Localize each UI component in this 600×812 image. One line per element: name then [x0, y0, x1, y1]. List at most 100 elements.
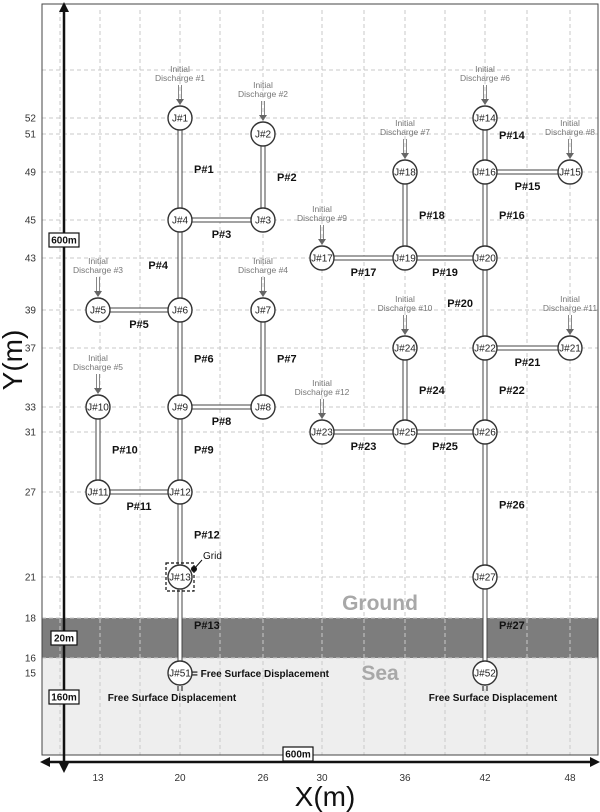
pipe-p22: P#22 — [482, 348, 525, 432]
pipe-body — [322, 256, 405, 260]
y-tick-label: 52 — [25, 114, 37, 125]
junction-label: J#4 — [172, 216, 189, 227]
junction-j8: J#8 — [250, 394, 276, 420]
junction-circle — [167, 297, 193, 323]
pipe-body — [483, 577, 487, 673]
y-tick-label: 31 — [25, 428, 37, 439]
pipe-body — [178, 407, 182, 492]
y-tick-label: 43 — [25, 254, 37, 265]
sea-scale-label-box — [48, 689, 80, 705]
junction-label: J#26 — [474, 428, 496, 439]
junction-circle — [250, 394, 276, 420]
junction-circle — [250, 297, 276, 323]
grid-label: Grid — [203, 551, 222, 562]
sea-zone — [42, 658, 598, 755]
y-axis-arrow-bottom — [59, 763, 69, 773]
y-tick-label: 18 — [25, 614, 37, 625]
junction-label: J#3 — [255, 216, 272, 227]
junction-j5: J#5 — [85, 297, 111, 323]
junction-circle — [85, 479, 111, 505]
x-tick-label: 13 — [92, 773, 104, 784]
discharge-label-line1: Initial — [560, 294, 580, 304]
discharge-arrow-head — [401, 153, 409, 159]
pipe-p16: P#16 — [482, 172, 525, 258]
pipe-label: P#24 — [419, 385, 446, 397]
junction-circle — [472, 660, 498, 686]
pipe-body — [483, 432, 487, 577]
discharge-label-line2: Discharge #11 — [543, 303, 597, 313]
discharge-label-line1: Initial — [560, 118, 580, 128]
fsd-right-label: Free Surface Displacement — [429, 693, 558, 704]
discharge-arrow-head — [259, 291, 267, 297]
discharge-label-line2: Discharge #8 — [545, 127, 595, 137]
pipe-label: P#23 — [351, 441, 377, 453]
y-scale-label: 600m — [51, 236, 77, 247]
pipe-p25: P#25 — [405, 429, 485, 453]
junction-label: J#15 — [559, 168, 581, 179]
x-tick-label: 36 — [399, 773, 411, 784]
junction-circle — [472, 105, 498, 131]
discharge-label-line1: Initial — [312, 204, 332, 214]
discharge-arrow-head — [566, 329, 574, 335]
junction-label: J#10 — [87, 403, 109, 414]
pipe-p4: P#4 — [148, 220, 183, 310]
junction-circle — [392, 335, 418, 361]
x-scale-label-box — [282, 746, 314, 762]
pipe-p3: P#3 — [180, 217, 263, 241]
x-tick-label: 20 — [174, 773, 186, 784]
y-tick-label: 39 — [25, 306, 37, 317]
junction-j7: J#7 — [250, 297, 276, 323]
x-scale-label: 600m — [285, 750, 311, 761]
junction-label: J#9 — [172, 403, 189, 414]
discharge-label-line2: Discharge #4 — [238, 265, 288, 275]
ground-scale-label-box — [50, 630, 78, 646]
pipe-p10: P#10 — [95, 407, 138, 492]
pipe-label: P#20 — [447, 298, 473, 310]
junction-circle — [167, 660, 193, 686]
annotations-layer: Ground Sea Grid = Free Surface Displacement… — [108, 551, 558, 704]
pipe-label: P#5 — [129, 319, 149, 331]
discharge-label-line1: Initial — [312, 378, 332, 388]
junction-j22: J#22 — [472, 335, 498, 361]
pipe-body — [178, 118, 182, 220]
junction-label: J#12 — [169, 488, 191, 499]
junction-circle — [167, 564, 193, 590]
junction-j19: J#19 — [392, 245, 418, 271]
junction-label: J#16 — [474, 168, 496, 179]
y-tick-label: 45 — [25, 216, 37, 227]
discharge-label-line2: Discharge #2 — [238, 89, 288, 99]
junction-circle — [557, 159, 583, 185]
frame-layer: 600m 20m 160m 600m — [40, 2, 600, 773]
junction-circle — [309, 419, 335, 445]
pipe-label: P#21 — [515, 357, 541, 369]
pipe-label: P#12 — [194, 530, 220, 542]
junction-label: J#52 — [474, 669, 496, 680]
junction-label: J#23 — [311, 428, 333, 439]
pipe-label: P#18 — [419, 210, 445, 222]
pipe-body — [405, 430, 485, 434]
junction-circle — [85, 297, 111, 323]
discharge-arrow-head — [318, 239, 326, 245]
discharge-label-line2: Discharge #3 — [73, 265, 123, 275]
pipe-p21: P#21 — [485, 345, 570, 369]
discharge-arrow-head — [318, 413, 326, 419]
pipe-p15: P#15 — [485, 169, 570, 193]
discharge-label-line2: Discharge #12 — [295, 387, 350, 397]
pipe-label: P#26 — [499, 500, 525, 512]
junction-j26: J#26 — [472, 419, 498, 445]
pipe-label: P#11 — [126, 501, 151, 513]
ground-zone — [42, 618, 598, 658]
pipe-label: P#3 — [212, 229, 232, 241]
junction-label: J#51 — [169, 669, 191, 680]
pipe-p27: P#27 — [482, 577, 525, 673]
pipe-body — [403, 348, 407, 432]
pipe-label: P#15 — [515, 181, 541, 193]
pipe-body — [96, 407, 100, 492]
junction-j15: J#15 — [557, 159, 583, 185]
junction-j21: J#21 — [557, 335, 583, 361]
